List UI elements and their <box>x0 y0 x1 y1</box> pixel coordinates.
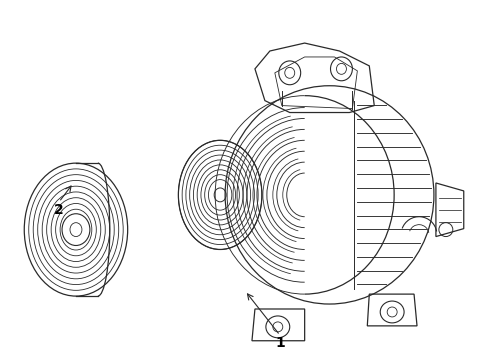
Text: 1: 1 <box>275 336 285 350</box>
Text: 2: 2 <box>54 203 64 217</box>
